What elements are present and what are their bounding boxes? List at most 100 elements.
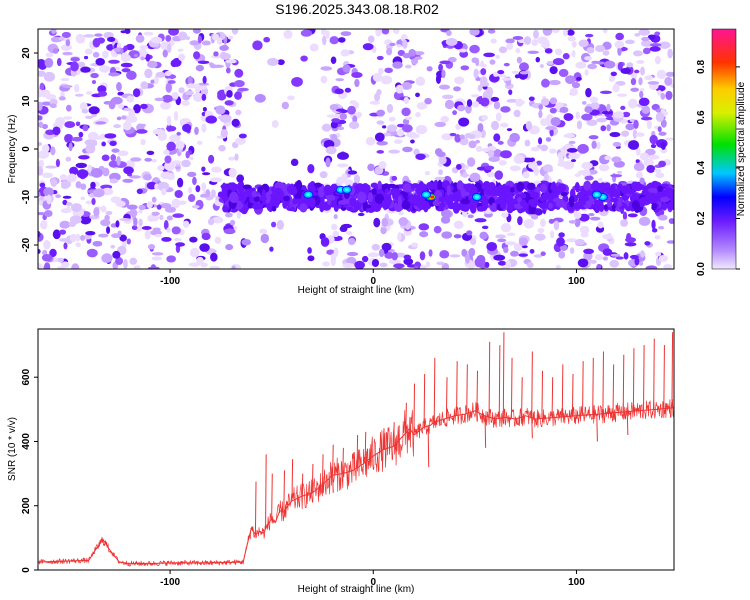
spectrogram-blob [330,121,339,129]
noise-band-blob [283,195,290,202]
spectrogram-blob [386,47,393,56]
spectrogram-blob [589,216,601,221]
spectrogram-blob [80,234,86,241]
spectrogram-blob [211,33,220,41]
spectrogram-blob [123,107,132,111]
spectrogram-blob [454,133,461,143]
spectrogram-blob [530,146,540,152]
colorbar-tick-label: 0.6 [696,110,707,124]
spectrogram-blob [178,53,186,62]
spectrogram-blob [123,166,134,175]
spectrogram-blob [559,106,569,113]
noise-band-blob [251,190,257,198]
spectrogram-blob [347,105,356,115]
noise-band-blob [660,183,670,188]
spectrogram-blob [441,69,446,79]
spectrogram-blob [410,242,419,248]
spectrogram-blob [549,66,558,75]
spectrogram-blob [329,104,339,111]
spectrogram-blob [59,174,68,181]
x-tick-label: 0 [370,577,376,588]
spectrogram-blob [596,263,602,269]
noise-band-blob [371,189,377,195]
spectrogram-blob [639,88,645,92]
spectrogram-blob [66,205,71,212]
spectrogram-blob [252,40,263,51]
spectrogram-blob [160,101,171,110]
noise-band-blob [651,203,658,209]
spectrogram-blob [591,60,601,64]
spectrogram-blob [549,148,557,154]
spectrogram-blob [438,156,447,165]
spectrogram-blob [480,97,490,107]
spectrogram-blob [346,231,353,236]
spectrogram-blob [380,75,393,85]
spectrogram-blob [568,220,577,224]
spectrogram-blob [60,44,72,51]
spectrogram-blob [71,263,80,269]
spectrogram-blob [63,242,68,250]
spectrogram-blob [133,217,138,227]
spectrogram-blob [384,251,394,259]
spectrogram-blob [137,209,143,214]
spectrogram-blob [527,50,539,54]
spectrogram-blob [648,154,660,160]
spectrogram-blob [620,219,629,227]
spectrogram-blob [526,262,534,268]
spectrogram-blob [151,252,164,256]
spectrogram-blob [80,183,87,190]
spectrogram-blob [82,124,89,132]
spectrogram-blob [510,250,519,257]
spectrogram-blob [640,40,652,47]
spectrogram-blob [577,258,589,268]
spectrogram-blob [497,74,506,78]
spectrogram-blob [120,62,133,68]
spectrogram-blob [146,150,155,156]
spectrogram-blob [624,39,635,45]
spectrogram-blob [102,50,109,59]
spectrogram-blob [655,251,662,257]
spectrogram-blob [90,181,96,189]
spectrogram-blob [191,205,200,209]
spectrogram-blob [116,155,121,166]
spectrogram-blob [270,221,277,228]
spectrogram-blob [530,214,539,220]
spectrogram-blob [60,180,71,188]
spectrogram-blob [173,111,179,121]
spectrogram-blob [660,141,666,150]
spectrogram-blob [551,29,560,34]
spectrogram-blob [602,29,608,34]
spectrogram-blob [440,209,452,218]
spectrogram-blob [632,50,643,57]
spectrogram-blob [621,130,630,137]
spectrogram-blob [139,45,149,50]
spectrogram-blob [468,133,476,140]
noise-band-blob [222,204,229,213]
spectrogram-blob [587,63,598,70]
noise-band-blob [595,198,604,209]
spectrogram-blob [376,55,384,61]
spectrogram-blob [540,98,550,106]
noise-band-blob [631,200,640,210]
spectrogram-blob [341,223,353,229]
spectrogram-blob [501,266,508,269]
spectrogram-blob [501,77,512,81]
spectrogram-blob [523,36,532,45]
spectrogram-blob [406,131,417,138]
spectrogram-blob [38,121,44,128]
spectrogram-blob [644,75,654,81]
spectrogram-blob [171,160,182,165]
spectrogram-blob [105,210,113,216]
spectrogram-blob [202,106,207,112]
spectrogram-blob [185,90,194,96]
noise-band-blob [220,183,229,190]
spectrogram-blob [578,39,589,48]
spectrogram-blob [126,204,138,210]
spectrogram-blob [41,123,48,130]
spectrogram-blob [152,128,165,135]
spectrogram-blob [610,174,623,178]
spectrogram-blob [485,86,494,97]
spectrogram-blob [506,42,514,50]
spectrogram-blob [543,173,549,181]
spectrogram-blob [638,77,643,86]
